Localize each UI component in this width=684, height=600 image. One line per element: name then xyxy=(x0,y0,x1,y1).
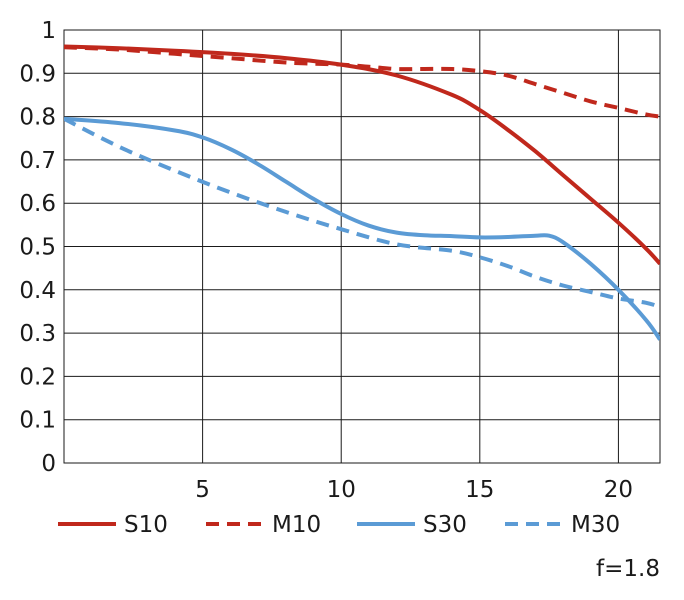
legend-label-m10: M10 xyxy=(272,512,321,538)
series-lines xyxy=(64,44,660,341)
x-tick-label: 20 xyxy=(604,477,633,503)
x-tick-label: 15 xyxy=(465,477,494,503)
series-line-m10 xyxy=(64,45,660,119)
series-line-s10 xyxy=(64,44,660,266)
x-tick-label: 5 xyxy=(195,477,210,503)
y-tick-label: 0.1 xyxy=(19,408,56,434)
y-tick-label: 0.7 xyxy=(19,148,56,174)
y-tick-label: 0 xyxy=(41,451,56,477)
y-tick-label: 0.4 xyxy=(19,278,56,304)
y-tick-label: 0.2 xyxy=(19,364,56,390)
x-tick-label: 10 xyxy=(327,477,356,503)
legend-label-s10: S10 xyxy=(124,512,168,538)
y-tick-label: 0.5 xyxy=(19,235,56,261)
y-tick-label: 0.8 xyxy=(19,105,56,131)
legend-label-m30: M30 xyxy=(571,512,620,538)
y-tick-label: 1 xyxy=(41,18,56,44)
y-tick-label: 0.9 xyxy=(19,61,56,87)
x-tick-labels: 5 10 15 20 xyxy=(195,477,633,503)
y-tick-label: 0.6 xyxy=(19,191,56,217)
y-tick-label: 0.3 xyxy=(19,321,56,347)
series-line-s30 xyxy=(64,116,660,341)
plot-frame xyxy=(63,29,661,464)
y-tick-labels: 0 0.1 0.2 0.3 0.4 0.5 0.6 0.7 0.8 0.9 1 xyxy=(19,18,56,477)
series-line-m30 xyxy=(64,117,660,310)
aperture-annotation: f=1.8 xyxy=(596,556,660,582)
legend: S10 M10 S30 M30 xyxy=(58,512,620,538)
legend-label-s30: S30 xyxy=(423,512,467,538)
grid-lines xyxy=(63,29,661,464)
